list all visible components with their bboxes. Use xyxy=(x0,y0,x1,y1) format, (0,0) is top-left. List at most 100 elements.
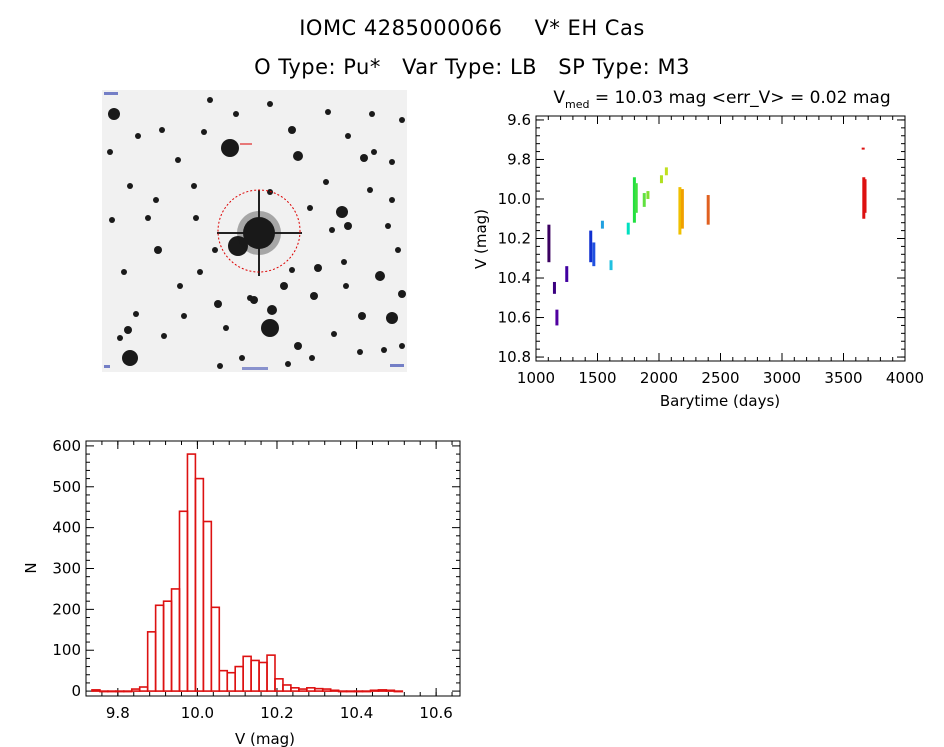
sky-star xyxy=(117,335,123,341)
sky-star xyxy=(386,312,398,324)
x-tick-label: 3500 xyxy=(824,369,862,387)
y-tick-label: 10.0 xyxy=(498,190,531,208)
sky-star xyxy=(207,97,213,103)
sky-stars xyxy=(107,97,406,369)
x-tick-label: 1000 xyxy=(517,369,555,387)
sky-star xyxy=(307,205,313,211)
corner-mark-bc xyxy=(242,367,268,370)
sky-star xyxy=(233,111,239,117)
histogram-bar xyxy=(361,690,372,693)
sky-star xyxy=(360,154,368,162)
histogram-bar xyxy=(242,655,252,692)
histogram-bar xyxy=(306,687,316,692)
light-curve-point-group xyxy=(609,260,613,271)
sky-star xyxy=(223,325,229,331)
x-tick-label: 1500 xyxy=(578,369,616,387)
sky-star xyxy=(267,101,273,107)
sky-star xyxy=(121,269,127,275)
sky-star xyxy=(323,179,329,185)
sky-star xyxy=(389,197,395,203)
sky-star xyxy=(358,312,366,320)
hist-y-tick-label: 100 xyxy=(52,641,81,659)
histogram-bar xyxy=(91,689,101,692)
light-curve-points xyxy=(547,147,867,326)
histogram-bar xyxy=(282,684,292,692)
sky-star xyxy=(217,363,223,369)
histogram-bar xyxy=(353,690,364,693)
sky-star xyxy=(135,133,141,139)
hist-x-tick-label: 10.6 xyxy=(419,704,452,722)
sky-star xyxy=(293,151,303,161)
histogram-bar xyxy=(377,689,388,692)
hist-x-tick-label: 10.2 xyxy=(260,704,293,722)
light-curve-point-group xyxy=(626,222,630,235)
histogram-bar xyxy=(258,661,268,692)
sky-star xyxy=(193,215,199,221)
sky-star xyxy=(214,300,222,308)
hist-x-tick-label: 9.8 xyxy=(106,704,130,722)
hist-y-tick-label: 600 xyxy=(52,437,81,455)
histogram-bar xyxy=(202,520,213,692)
histogram-bar xyxy=(107,690,117,693)
y-tick-label: 10.8 xyxy=(498,348,531,366)
sky-star xyxy=(385,223,391,229)
sky-star xyxy=(228,236,248,256)
light-curve-point-group xyxy=(589,230,593,263)
histogram-bar xyxy=(337,690,348,693)
sky-star xyxy=(399,343,405,349)
sky-star xyxy=(122,350,138,366)
histogram-bar xyxy=(210,606,221,692)
x-tick-label: 2000 xyxy=(640,369,678,387)
sky-star xyxy=(294,342,302,350)
sky-star xyxy=(341,259,347,265)
light-curve-point-group xyxy=(632,177,636,223)
light-curve-y-ticks: 9.6 9.8 10.0 10.2 10.4 10.6 10.8 xyxy=(498,111,905,366)
light-curve-point-group xyxy=(547,224,551,263)
light-curve-point-group xyxy=(642,193,646,207)
sky-star xyxy=(212,247,218,253)
sptype-value: M3 xyxy=(657,55,690,79)
histogram-bar xyxy=(154,604,165,692)
sky-star xyxy=(127,183,133,189)
histogram-bar xyxy=(393,690,404,693)
histogram-bar xyxy=(313,687,324,692)
sky-star xyxy=(181,313,187,319)
histogram-bar xyxy=(186,453,197,692)
hist-y-tick-label: 200 xyxy=(52,600,81,618)
light-curve-point-group xyxy=(680,189,684,229)
sky-star xyxy=(371,149,377,155)
x-tick-label: 2500 xyxy=(701,369,739,387)
vartype-label: Var Type: xyxy=(402,55,503,79)
sky-star xyxy=(145,215,151,221)
sky-star xyxy=(357,349,363,355)
chart-title-line-2: O Type: Pu* Var Type: LB SP Type: M3 xyxy=(0,55,944,79)
sky-star xyxy=(285,361,291,367)
light-curve-xlabel: Barytime (days) xyxy=(660,392,780,410)
target-star xyxy=(217,190,302,276)
sky-star xyxy=(177,283,183,289)
histogram-bars xyxy=(91,453,404,693)
sky-star xyxy=(154,246,162,254)
sky-star xyxy=(197,269,203,275)
histogram-bar xyxy=(298,688,308,692)
histogram-frame xyxy=(85,440,461,697)
histogram-bar xyxy=(122,690,133,693)
sky-star xyxy=(395,247,401,253)
light-curve-point-group xyxy=(646,191,650,199)
light-curve-title-sub: med xyxy=(565,98,589,111)
sky-star xyxy=(398,290,406,298)
vartype-value: LB xyxy=(509,55,538,79)
corner-mark-tl xyxy=(104,92,118,95)
target-circle xyxy=(217,189,301,273)
sky-star xyxy=(124,326,132,334)
sky-star xyxy=(381,347,387,353)
sky-star xyxy=(336,206,348,218)
sky-star xyxy=(159,127,165,133)
sky-star xyxy=(310,292,318,300)
sky-star xyxy=(109,217,115,223)
histogram-bar xyxy=(178,510,189,692)
histogram-bar xyxy=(345,690,356,693)
y-tick-label: 10.4 xyxy=(498,269,531,287)
histogram-xlabel: V (mag) xyxy=(235,730,295,747)
histogram-bar xyxy=(290,687,300,692)
